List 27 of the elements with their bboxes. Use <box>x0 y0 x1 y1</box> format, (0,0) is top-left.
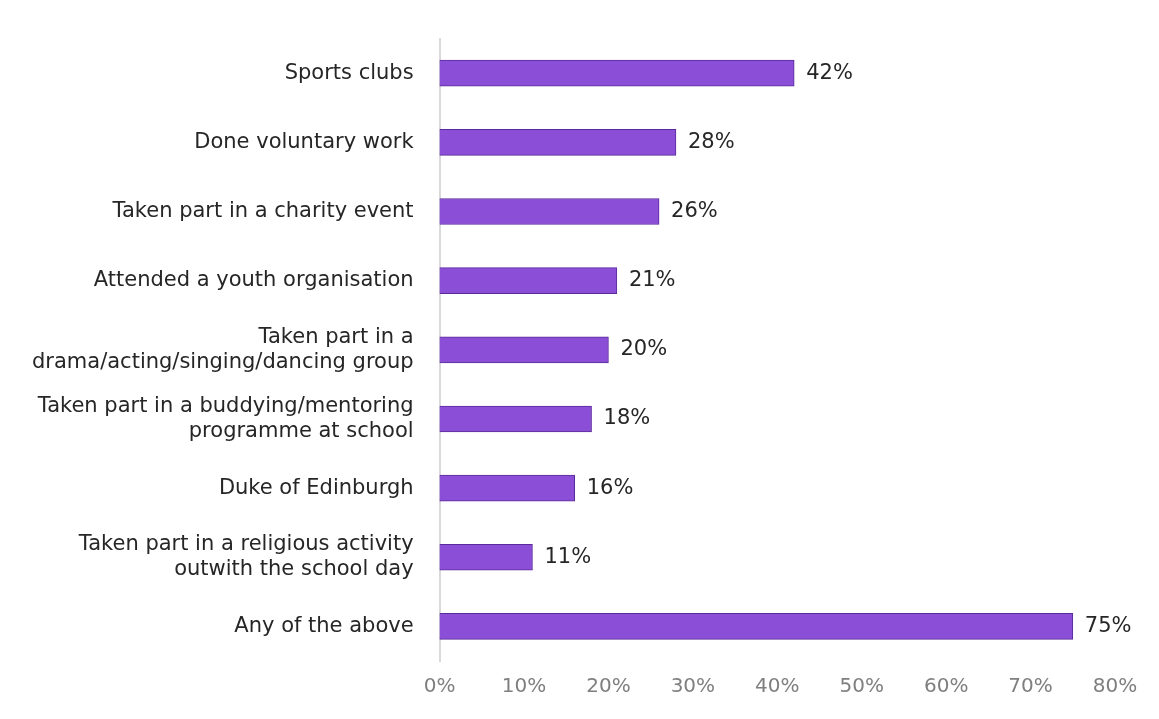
y-tick-label: Taken part in a drama/acting/singing/dancing group <box>32 323 414 373</box>
y-tick-label: Sports clubs <box>284 59 414 84</box>
data-label: 18% <box>603 405 651 430</box>
y-tick-label: Taken part in a charity event <box>111 197 414 222</box>
x-tick-label: 50% <box>839 673 884 698</box>
data-label: 11% <box>544 543 592 568</box>
y-tick-label: Done voluntary work <box>194 128 415 153</box>
y-tick-label: Duke of Edinburgh <box>218 474 414 499</box>
x-tick-label: 80% <box>1092 673 1138 698</box>
y-tick-label: Taken part in a buddying/mentoring programme at school <box>36 392 414 443</box>
data-label: 16% <box>586 474 634 499</box>
x-tick-label: 10% <box>501 673 547 698</box>
data-label: 21% <box>628 267 676 292</box>
data-label: 20% <box>620 336 668 361</box>
data-label: 75% <box>1084 612 1132 637</box>
data-label: 28% <box>687 128 735 153</box>
y-tick-label: Any of the above <box>234 612 414 637</box>
x-tick-label: 70% <box>1008 673 1053 698</box>
x-tick-label: 40% <box>755 673 800 698</box>
data-label: 42% <box>806 59 853 84</box>
x-tick-label: 30% <box>670 673 716 698</box>
y-tick-label: Attended a youth organisation <box>93 267 414 292</box>
x-tick-label: 60% <box>923 673 969 698</box>
x-tick-label: 20% <box>586 673 631 698</box>
data-label: 26% <box>671 197 718 222</box>
x-tick-label: 0% <box>423 673 456 698</box>
y-tick-label: Taken part in a religious activity outwith the school day <box>77 531 414 581</box>
